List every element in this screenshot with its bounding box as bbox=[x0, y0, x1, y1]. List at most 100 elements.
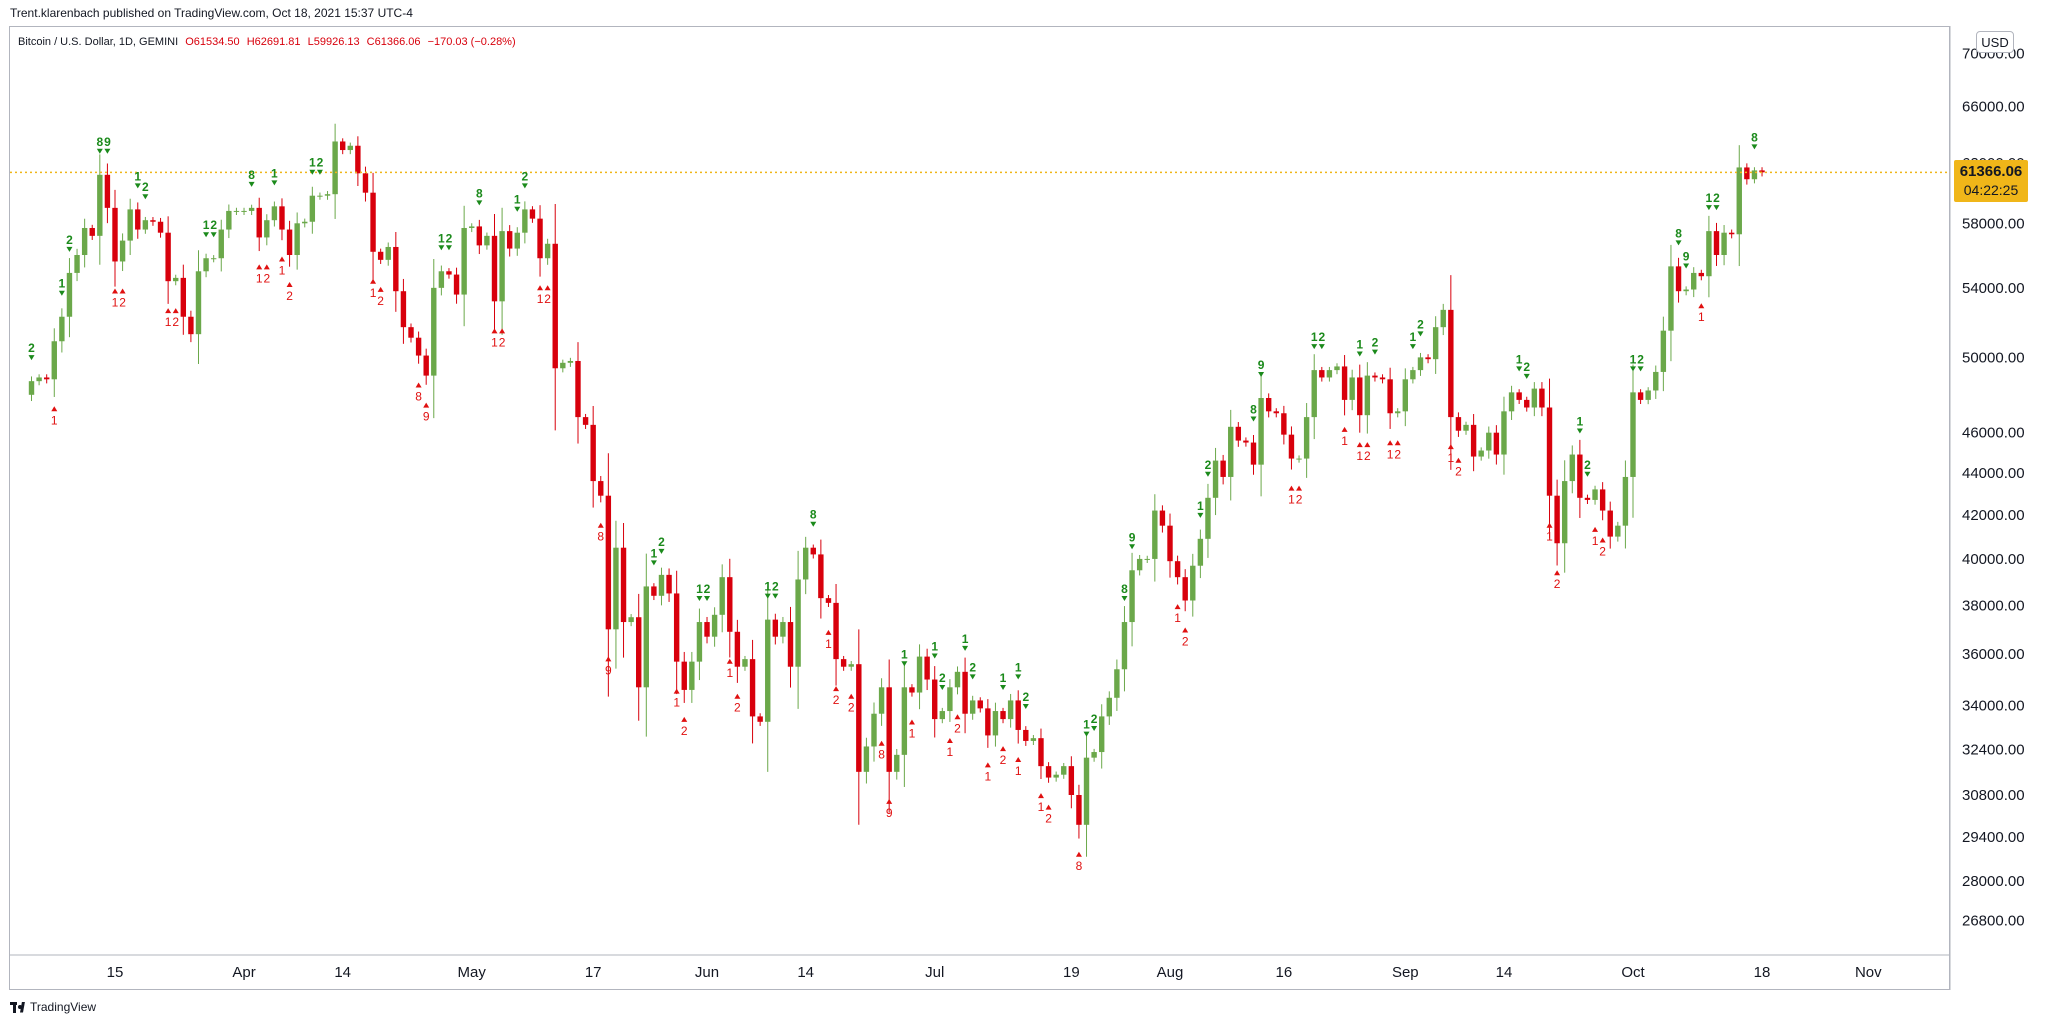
candle bbox=[1091, 748, 1097, 762]
candle bbox=[499, 207, 505, 335]
candle-body bbox=[1265, 398, 1272, 412]
candle bbox=[1076, 784, 1082, 839]
signal-triangle-up-icon bbox=[119, 288, 126, 294]
candle bbox=[1463, 421, 1469, 435]
signal-marker: 2 bbox=[1000, 746, 1007, 767]
candle-body bbox=[1372, 375, 1378, 378]
candle-body bbox=[818, 554, 824, 599]
candle bbox=[1440, 303, 1446, 336]
signal-count-label: 1 bbox=[1083, 718, 1090, 732]
candle-body bbox=[1144, 558, 1150, 560]
candle bbox=[1220, 454, 1226, 485]
signal-triangle-up-icon bbox=[1455, 457, 1462, 463]
signal-triangle-down-icon bbox=[438, 245, 445, 251]
signal-count-label: 2 bbox=[263, 271, 270, 285]
candle bbox=[340, 138, 346, 155]
signal-marker: 2 bbox=[969, 660, 976, 680]
signal-triangle-down-icon bbox=[476, 200, 483, 206]
candle bbox=[1235, 422, 1242, 447]
candle-body bbox=[1197, 538, 1204, 566]
candle bbox=[1053, 771, 1059, 782]
symbol-name[interactable]: Bitcoin / U.S. Dollar, 1D, GEMINI bbox=[18, 36, 179, 48]
signal-marker: 2 bbox=[772, 580, 779, 599]
candle bbox=[74, 248, 80, 282]
signal-count-label: 1 bbox=[1197, 499, 1204, 513]
price-tick-label: 28000.00 bbox=[1962, 873, 2025, 890]
signal-triangle-up-icon bbox=[1182, 627, 1189, 633]
candle bbox=[218, 219, 224, 272]
candle-body bbox=[1721, 232, 1727, 256]
signal-count-label: 1 bbox=[1410, 330, 1417, 344]
signal-triangle-up-icon bbox=[1592, 526, 1599, 532]
candle-body bbox=[203, 258, 209, 272]
time-tick-label: 18 bbox=[1754, 964, 1771, 981]
candle bbox=[1182, 569, 1188, 612]
candle bbox=[294, 212, 300, 270]
signal-marker: 2 bbox=[681, 716, 688, 738]
signal-count-label: 1 bbox=[1630, 352, 1637, 366]
signal-count-label: 1 bbox=[370, 286, 377, 300]
candle bbox=[400, 278, 407, 344]
candle bbox=[681, 651, 687, 703]
signal-count-label: 2 bbox=[954, 721, 961, 735]
candle bbox=[150, 217, 156, 226]
candle bbox=[1493, 425, 1500, 465]
footer-brand[interactable]: TradingView bbox=[10, 1000, 96, 1014]
signal-triangle-up-icon bbox=[908, 719, 915, 725]
signal-marker: 1 bbox=[1288, 485, 1295, 507]
signal-marker: 2 bbox=[1372, 336, 1379, 355]
price-tick-label: 34000.00 bbox=[1962, 698, 2025, 715]
candle-body bbox=[195, 271, 202, 335]
signal-marker: 1 bbox=[1038, 793, 1045, 814]
candle-body bbox=[522, 209, 528, 233]
candle-body bbox=[1152, 510, 1158, 559]
signal-triangle-down-icon bbox=[1713, 205, 1720, 211]
candle bbox=[1296, 455, 1302, 463]
candle bbox=[1197, 529, 1204, 579]
signal-count-label: 1 bbox=[962, 632, 969, 646]
signal-count-label: 2 bbox=[939, 671, 946, 685]
signal-marker: 8 bbox=[476, 186, 483, 206]
signal-count-label: 8 bbox=[810, 508, 817, 522]
signal-triangle-up-icon bbox=[172, 308, 179, 314]
signal-marker: 9 bbox=[423, 402, 430, 424]
candle-body bbox=[188, 316, 194, 335]
signal-marker: 1 bbox=[1577, 415, 1584, 434]
signal-count-label: 1 bbox=[1546, 530, 1553, 544]
candle-body bbox=[1539, 388, 1545, 408]
signal-triangle-down-icon bbox=[316, 169, 323, 175]
signal-count-label: 2 bbox=[1364, 449, 1371, 463]
candle bbox=[104, 163, 111, 224]
candle-body bbox=[1205, 497, 1211, 539]
candle-body bbox=[947, 687, 953, 712]
candle bbox=[689, 651, 695, 703]
signal-marker: 2 bbox=[1455, 457, 1462, 479]
signal-triangle-up-icon bbox=[673, 688, 680, 694]
signal-triangle-up-icon bbox=[1554, 570, 1561, 576]
candle-body bbox=[673, 593, 680, 662]
candle bbox=[1311, 354, 1317, 440]
signal-triangle-down-icon bbox=[962, 645, 969, 651]
candle-body bbox=[651, 586, 657, 596]
signal-triangle-down-icon bbox=[969, 674, 976, 680]
candle-body bbox=[1099, 716, 1105, 753]
signal-marker: 1 bbox=[1447, 444, 1454, 465]
signal-triangle-up-icon bbox=[1045, 804, 1052, 810]
signal-triangle-up-icon bbox=[1341, 426, 1348, 432]
candle bbox=[818, 539, 824, 619]
candle-body bbox=[484, 235, 490, 246]
candle-body bbox=[681, 661, 687, 690]
signal-triangle-down-icon bbox=[1129, 544, 1136, 550]
signal-triangle-up-icon bbox=[263, 264, 270, 270]
time-tick-label: 16 bbox=[1276, 964, 1293, 981]
currency-button[interactable]: USD bbox=[1976, 31, 2014, 53]
signal-marker: 1 bbox=[1000, 671, 1007, 691]
candle bbox=[226, 204, 232, 239]
candle-body bbox=[1250, 442, 1257, 465]
candle bbox=[1258, 375, 1264, 497]
candle-body bbox=[1759, 170, 1765, 173]
signal-triangle-down-icon bbox=[939, 685, 946, 691]
candle-body bbox=[317, 195, 323, 197]
signal-triangle-up-icon bbox=[1015, 756, 1022, 762]
